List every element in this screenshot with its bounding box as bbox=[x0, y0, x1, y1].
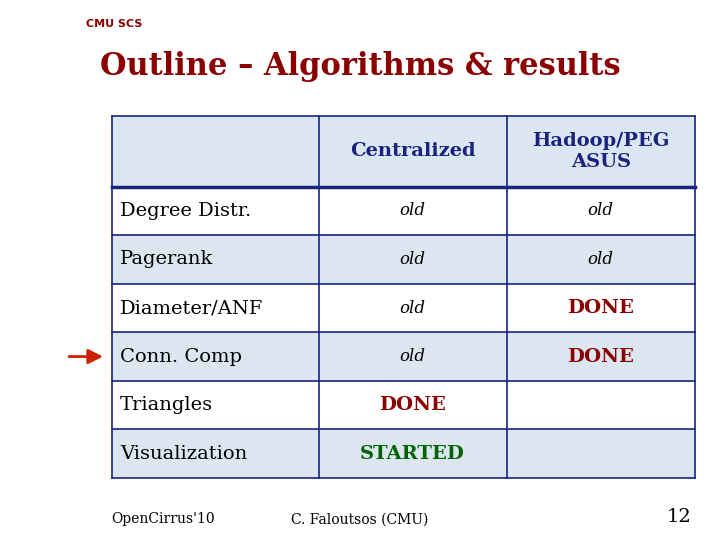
Text: Diameter/ANF: Diameter/ANF bbox=[120, 299, 264, 317]
Text: old: old bbox=[400, 202, 426, 219]
Text: DONE: DONE bbox=[567, 348, 634, 366]
Text: old: old bbox=[588, 202, 613, 219]
Text: DONE: DONE bbox=[379, 396, 446, 414]
Text: old: old bbox=[400, 348, 426, 365]
Text: old: old bbox=[588, 251, 613, 268]
Text: Visualization: Visualization bbox=[120, 444, 248, 463]
Text: Outline – Algorithms & results: Outline – Algorithms & results bbox=[99, 51, 621, 82]
Text: 12: 12 bbox=[667, 509, 691, 526]
Text: old: old bbox=[400, 300, 426, 316]
Text: Centralized: Centralized bbox=[350, 143, 475, 160]
Text: OpenCirrus'10: OpenCirrus'10 bbox=[112, 512, 215, 526]
Text: Degree Distr.: Degree Distr. bbox=[120, 202, 251, 220]
Text: Hadoop/PEG
ASUS: Hadoop/PEG ASUS bbox=[532, 132, 670, 171]
Text: STARTED: STARTED bbox=[360, 444, 465, 463]
Text: C. Faloutsos (CMU): C. Faloutsos (CMU) bbox=[292, 512, 428, 526]
Text: Pagerank: Pagerank bbox=[120, 251, 214, 268]
Text: DONE: DONE bbox=[567, 299, 634, 317]
Text: CMU SCS: CMU SCS bbox=[86, 19, 143, 29]
Text: Triangles: Triangles bbox=[120, 396, 213, 414]
Text: Conn. Comp: Conn. Comp bbox=[120, 348, 242, 366]
Text: old: old bbox=[400, 251, 426, 268]
